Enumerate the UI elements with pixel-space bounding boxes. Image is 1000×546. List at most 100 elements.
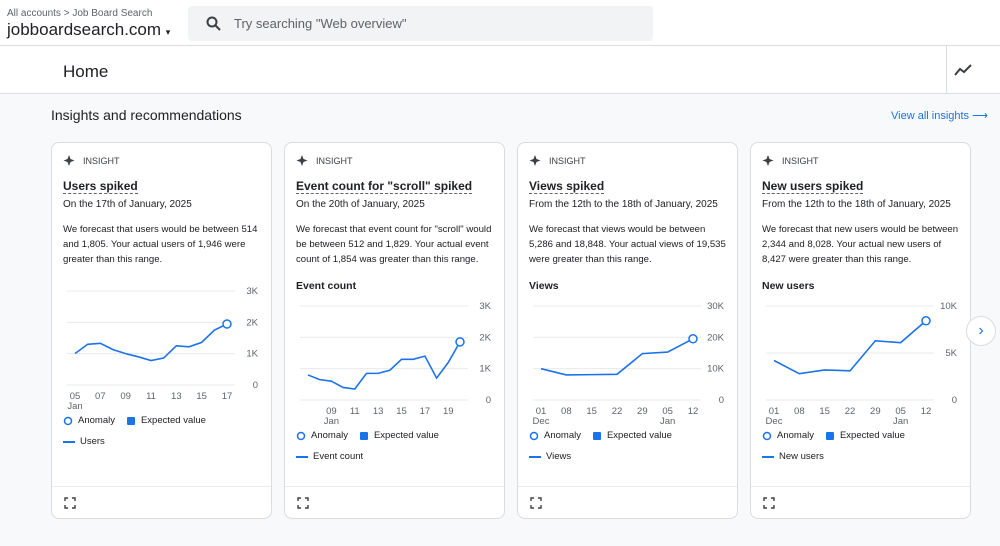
page-title: Home	[63, 62, 109, 81]
checkbox	[592, 431, 601, 440]
insight-card[interactable]: INSIGHT New users spiked From the 12th to …	[750, 142, 971, 519]
line-series	[540, 338, 694, 376]
x-tick-label: 05	[70, 391, 81, 402]
legend-entry: Anomaly	[78, 415, 115, 426]
insights-icon[interactable]	[954, 63, 974, 77]
badge-row: INSIGHT	[296, 153, 493, 169]
x-tick-label: 17	[420, 406, 431, 417]
x-sublabel: Dec	[766, 416, 783, 424]
legend-entry: Anomaly	[544, 430, 581, 441]
next-button[interactable]: ›	[966, 316, 996, 346]
link-text: View all insights	[891, 110, 970, 122]
chart-label: Views	[529, 280, 559, 292]
x-sublabel: Jan	[67, 401, 82, 409]
view-all-link[interactable]: View all insights ⟶	[891, 110, 988, 122]
search-box[interactable]: Try searching "Web overview"	[188, 6, 653, 41]
line-series	[773, 320, 927, 375]
legend-row: Users	[63, 436, 260, 447]
line-series	[307, 341, 461, 390]
card-footer	[285, 486, 504, 518]
card-date: On the 20th of January, 2025	[296, 199, 425, 210]
y-tick-label: 0	[486, 395, 491, 406]
y-tick-label: 0	[952, 395, 957, 406]
sparkle-icon	[63, 155, 75, 166]
x-sublabel: Jan	[893, 416, 908, 424]
y-tick-label: 2K	[246, 317, 258, 328]
x-tick-label: 07	[95, 391, 106, 402]
legend-entry: Users	[80, 436, 105, 447]
legend-icon	[825, 431, 834, 440]
legend-icon	[592, 431, 601, 440]
top-bar: All accounts > Job Board Search jobboard…	[0, 0, 1000, 46]
card-text: We forecast that users would be between …	[63, 224, 258, 265]
y-tick-label: 1K	[246, 349, 258, 360]
checkbox	[359, 431, 368, 440]
legend-icon	[762, 431, 772, 440]
legend-entry[interactable]: Expected value	[373, 430, 439, 441]
x-tick-label: 01	[769, 406, 780, 417]
sparkle	[63, 155, 75, 166]
legend-icon	[126, 416, 135, 425]
expand	[297, 497, 309, 509]
x-tick-label: 15	[819, 406, 830, 417]
x-tick-label: 13	[171, 391, 182, 402]
checkbox	[126, 416, 135, 425]
anomaly-swatch	[529, 431, 539, 440]
legend-icon	[63, 416, 73, 425]
chart-label: New users	[762, 280, 815, 292]
insight-card[interactable]: INSIGHT Views spiked From the 12th to the …	[517, 142, 738, 519]
badge-row: INSIGHT	[762, 153, 959, 169]
card-date: From the 12th to the 18th of January, 20…	[762, 199, 951, 210]
expand-icon[interactable]	[763, 497, 775, 509]
legend-entry[interactable]: Expected value	[140, 415, 206, 426]
sparkle-icon	[529, 155, 541, 166]
expand-icon[interactable]	[64, 497, 76, 509]
badge: INSIGHT	[549, 156, 586, 166]
legend-entry[interactable]: Expected value	[839, 430, 905, 441]
insight-card[interactable]: INSIGHT Event count for "scroll" spiked On…	[284, 142, 505, 519]
x-tick-label: 09	[120, 391, 131, 402]
anomaly-point	[455, 337, 465, 347]
legend-entry[interactable]: Expected value	[606, 430, 672, 441]
legend-icon	[296, 431, 306, 440]
legend-row: New users	[762, 451, 959, 462]
account-name: jobboardsearch.com	[7, 20, 162, 39]
x-tick-label: 05	[662, 406, 673, 417]
expand-icon[interactable]	[297, 497, 309, 509]
sparkle	[529, 155, 541, 166]
legend-row: Anomaly Expected value	[63, 415, 260, 426]
x-sublabel: Dec	[533, 416, 550, 424]
insight-card[interactable]: INSIGHT Users spiked On the 17th of Januar…	[51, 142, 272, 519]
crumb[interactable]: Job Board Search	[72, 8, 153, 19]
legend-row: Anomaly Expected value	[762, 430, 959, 441]
breadcrumb: All accounts > Job Board Search	[7, 8, 153, 19]
line-series	[74, 323, 228, 362]
y-tick-label: 5K	[945, 348, 957, 359]
legend-entry: Anomaly	[777, 430, 814, 441]
sparkle-icon	[296, 155, 308, 166]
checkbox	[825, 431, 834, 440]
account-picker[interactable]: jobboardsearch.com ▾	[7, 20, 171, 39]
legend-entry: Anomaly	[311, 430, 348, 441]
badge: INSIGHT	[782, 156, 819, 166]
crumb[interactable]: All accounts	[7, 8, 61, 19]
y-tick-label: 10K	[707, 364, 725, 375]
legend-icon	[359, 431, 368, 440]
sparkle	[296, 155, 308, 166]
legend-entry: New users	[779, 451, 824, 462]
card-text: We forecast that event count for "scroll…	[296, 224, 492, 265]
x-tick-label: 11	[350, 406, 360, 417]
search-placeholder: Try searching "Web overview"	[234, 16, 407, 31]
x-tick-label: 09	[326, 406, 337, 417]
anomaly-point	[222, 319, 232, 329]
x-tick-label: 22	[845, 406, 856, 417]
y-tick-label: 1K	[479, 364, 491, 375]
series-swatch	[296, 455, 308, 458]
card-footer	[52, 486, 271, 518]
expand-icon[interactable]	[530, 497, 542, 509]
card-title: Views spiked	[529, 179, 605, 194]
chart-label: Event count	[296, 280, 357, 292]
